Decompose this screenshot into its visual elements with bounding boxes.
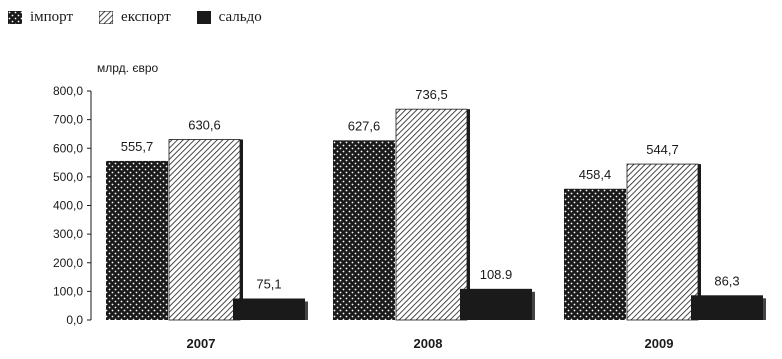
x-axis-category-label: 2008 xyxy=(414,336,443,351)
bar-shadow xyxy=(698,164,701,320)
data-label: 627,6 xyxy=(348,118,381,133)
y-axis-tick-label: 700,0 xyxy=(53,113,83,127)
legend-label-export: експорт xyxy=(121,8,171,25)
y-axis-tick-label: 400,0 xyxy=(53,199,83,213)
y-axis-tick-label: 500,0 xyxy=(53,170,83,184)
legend-item-import: імпорт xyxy=(8,9,73,26)
bar-dots xyxy=(333,140,395,320)
x-axis-category-label: 2009 xyxy=(645,336,674,351)
bar-solid xyxy=(691,295,763,320)
y-axis-tick-label: 100,0 xyxy=(53,284,83,298)
data-label: 630,6 xyxy=(188,117,221,132)
bar-shadow xyxy=(532,291,535,320)
legend-swatch-export xyxy=(99,10,114,24)
data-labels: 555,7 630,6 75,1 2007 627,6 736,5 108.9 2008 458… xyxy=(121,87,740,351)
legend-label-import: імпорт xyxy=(30,8,74,25)
data-label: 86,3 xyxy=(714,273,739,288)
data-label: 544,7 xyxy=(646,142,679,157)
legend-item-export: експорт xyxy=(99,9,171,26)
y-axis-tick-label: 0,0 xyxy=(66,313,83,327)
data-label: 736,5 xyxy=(415,87,448,102)
y-axis-tick-label: 600,0 xyxy=(53,141,83,155)
legend: імпорт експорт сальдо xyxy=(8,6,288,28)
bar-solid xyxy=(233,298,305,320)
y-axis-tick-label: 300,0 xyxy=(53,227,83,241)
x-axis-category-label: 2007 xyxy=(187,336,216,351)
legend-swatch-import xyxy=(8,10,22,24)
data-label: 75,1 xyxy=(256,277,281,292)
bar-dots xyxy=(564,188,626,320)
y-axis-unit-label: млрд. євро xyxy=(97,61,158,75)
bar-shadow xyxy=(467,109,470,320)
y-axis-tick-label: 200,0 xyxy=(53,256,83,270)
bar-hatch xyxy=(626,163,699,321)
bar-shadow xyxy=(763,298,766,320)
data-label: 555,7 xyxy=(121,139,154,154)
bar-solid xyxy=(460,288,532,320)
legend-item-balance: сальдо xyxy=(196,8,262,26)
bar-dots xyxy=(106,160,168,320)
data-label: 108.9 xyxy=(480,267,513,282)
data-label: 458,4 xyxy=(579,167,612,182)
y-axis-tick-label: 800,0 xyxy=(53,84,83,98)
legend-label-balance: сальдо xyxy=(218,8,262,25)
bar-hatch xyxy=(395,108,468,321)
legend-swatch-balance xyxy=(196,10,211,24)
bar-shadow xyxy=(305,301,308,320)
bar-shadow xyxy=(240,139,243,320)
axes: 0,0 100,0 200,0 300,0 400,0 500,0 600,0 700,0 80… xyxy=(53,84,92,327)
bar-hatch xyxy=(168,139,241,321)
bars xyxy=(106,108,766,321)
